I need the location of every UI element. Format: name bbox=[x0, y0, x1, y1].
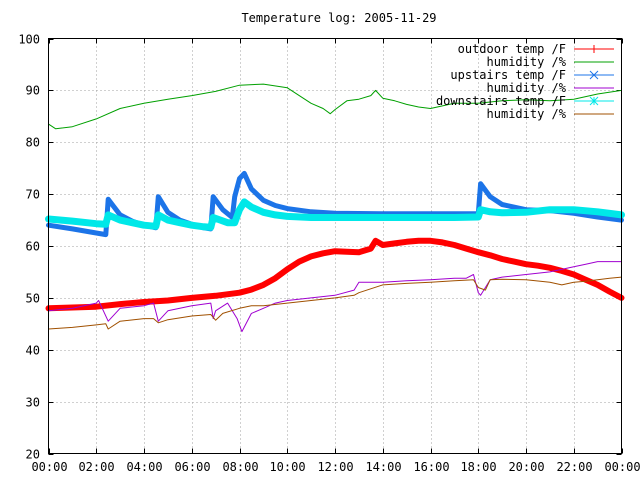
axes: 00:00 02:00 04:00 06:00 08:00 10:00 12:00 14:00… bbox=[18, 33, 640, 475]
series-line-3 bbox=[48, 261, 622, 333]
legend-label: upstairs temp /F bbox=[450, 68, 566, 82]
x-tick-label: 20:00 bbox=[508, 460, 544, 474]
legend-label: humidity /% bbox=[487, 107, 567, 121]
x-tick-label: 06:00 bbox=[174, 460, 210, 474]
series-line-5 bbox=[48, 276, 622, 330]
y-tick-label: 100 bbox=[18, 33, 40, 47]
x-tick-label: 14:00 bbox=[365, 460, 401, 474]
y-tick-label: 50 bbox=[26, 292, 40, 306]
x-tick-label: 00:00 bbox=[31, 460, 67, 474]
y-tick-label: 80 bbox=[26, 136, 40, 150]
series-line-4 bbox=[45, 198, 625, 231]
y-tick-label: 30 bbox=[26, 396, 40, 410]
legend-label: outdoor temp /F bbox=[458, 42, 566, 56]
y-tick-label: 40 bbox=[26, 344, 40, 358]
x-tick-label: 00:00 bbox=[604, 460, 640, 474]
x-tick-label: 04:00 bbox=[126, 460, 162, 474]
x-tick-label: 02:00 bbox=[78, 460, 114, 474]
y-tick-label: 90 bbox=[26, 84, 40, 98]
legend-marker bbox=[589, 70, 599, 80]
legend-marker bbox=[589, 96, 599, 106]
legend-label: humidity /% bbox=[487, 55, 567, 69]
series-line-0 bbox=[45, 237, 625, 312]
legend-label: humidity /% bbox=[487, 81, 567, 95]
x-tick-label: 18:00 bbox=[460, 460, 496, 474]
chart-title: Temperature log: 2005-11-29 bbox=[241, 11, 436, 25]
x-tick-label: 16:00 bbox=[413, 460, 449, 474]
series-group bbox=[45, 83, 625, 333]
x-tick-label: 12:00 bbox=[317, 460, 353, 474]
y-tick-label: 70 bbox=[26, 188, 40, 202]
x-tick-label: 22:00 bbox=[556, 460, 592, 474]
y-tick-label: 60 bbox=[26, 240, 40, 254]
x-tick-label: 10:00 bbox=[269, 460, 305, 474]
legend-label: downstairs temp /F bbox=[436, 94, 566, 108]
series-line-1 bbox=[48, 83, 622, 130]
x-tick-label: 08:00 bbox=[222, 460, 258, 474]
plot-frame bbox=[48, 38, 622, 454]
y-tick-label: 20 bbox=[26, 448, 40, 462]
